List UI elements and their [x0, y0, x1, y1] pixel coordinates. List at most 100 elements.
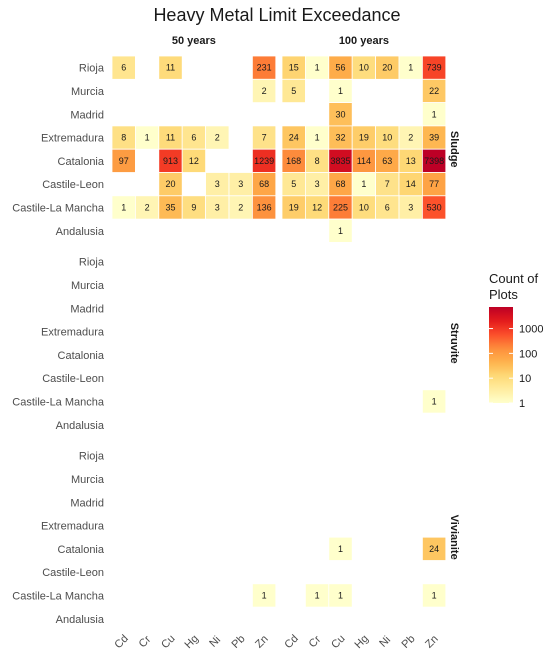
row-strip-label: Sludge	[448, 131, 460, 168]
heatmap-cell	[421, 389, 447, 414]
metal-tick-label: Ni	[377, 634, 393, 650]
cell-value-label: 3835	[330, 156, 350, 166]
metal-tick-label: Pb	[230, 633, 248, 651]
metal-tick-label: Cu	[329, 633, 347, 651]
cell-value-label: 22	[429, 86, 439, 96]
cell-value-label: 7	[385, 179, 390, 189]
heatmap-cell	[421, 583, 447, 608]
cell-value-label: 136	[257, 202, 272, 212]
heatmap-cell	[111, 55, 136, 80]
cell-value-label: 3	[315, 179, 320, 189]
cell-value-label: 6	[121, 63, 126, 73]
heatmap-cell	[421, 536, 447, 561]
cell-value-label: 24	[289, 133, 299, 143]
cell-value-label: 32	[335, 133, 345, 143]
heatmap-cell	[205, 125, 230, 150]
region-tick-label: Catalonia	[58, 350, 105, 362]
region-tick-label: Castile-La Mancha	[12, 396, 105, 408]
heatmap-cell	[328, 583, 353, 608]
heatmap-cell	[251, 583, 277, 608]
legend-tick-label: 10	[519, 373, 531, 385]
region-tick-label: Castile-Leon	[42, 567, 104, 579]
cell-value-label: 19	[359, 133, 369, 143]
legend-colorbar	[489, 307, 513, 403]
cell-value-label: 1239	[254, 156, 274, 166]
metal-tick-label: Hg	[183, 633, 201, 651]
metal-tick-label: Cd	[282, 633, 300, 651]
metal-tick-label: Zn	[423, 633, 441, 651]
region-tick-label: Rioja	[79, 63, 105, 75]
cell-value-label: 14	[406, 179, 416, 189]
cell-value-label: 7	[262, 133, 267, 143]
heatmap-cell	[251, 78, 277, 104]
cell-value-label: 6	[385, 202, 390, 212]
cell-value-label: 1	[145, 133, 150, 143]
cell-value-label: 1	[315, 63, 320, 73]
cell-value-label: 3	[238, 179, 243, 189]
cell-value-label: 114	[357, 156, 371, 166]
cell-value-label: 2	[215, 133, 220, 143]
cell-value-label: 12	[189, 156, 199, 166]
chart-title: Heavy Metal Limit Exceedance	[153, 5, 400, 25]
cell-value-label: 13	[406, 156, 416, 166]
column-strip-label: 50 years	[172, 35, 216, 47]
region-tick-label: Murcia	[71, 474, 105, 486]
cell-value-label: 2	[408, 133, 413, 143]
facet-layer: 50 years 100 years Sludge Rioja Murcia Madrid…	[12, 35, 460, 651]
region-tick-label: Murcia	[71, 280, 105, 292]
cell-value-label: 20	[382, 63, 392, 73]
heatmap-cell	[111, 148, 136, 173]
region-tick-label: Catalonia	[58, 544, 105, 556]
heatmap-cell	[181, 148, 206, 173]
metal-tick-label: Cr	[307, 633, 324, 650]
cell-value-label: 739	[427, 63, 442, 73]
region-tick-label: Rioja	[79, 257, 105, 269]
heatmap-cell	[328, 218, 353, 243]
cell-value-label: 168	[286, 156, 301, 166]
region-tick-label: Andalusia	[56, 226, 105, 238]
legend-title: Plots	[489, 287, 518, 302]
cell-value-label: 1	[121, 202, 126, 212]
cell-value-label: 20	[165, 179, 175, 189]
cell-value-label: 530	[427, 202, 442, 212]
cell-value-label: 24	[429, 544, 439, 554]
metal-tick-label: Pb	[400, 633, 418, 651]
metal-tick-label: Cr	[137, 633, 154, 650]
region-tick-label: Extremadura	[41, 521, 105, 533]
legend-tick-label: 1000	[519, 324, 543, 336]
cell-value-label: 1	[432, 396, 437, 406]
row-strip-label: Struvite	[448, 323, 460, 364]
region-tick-label: Castile-Leon	[42, 373, 104, 385]
cell-value-label: 913	[163, 156, 178, 166]
cell-value-label: 1	[338, 544, 343, 554]
cell-value-label: 30	[335, 109, 345, 119]
region-tick-label: Murcia	[71, 86, 105, 98]
metal-tick-label: Cu	[159, 633, 177, 651]
cell-value-label: 1	[315, 133, 320, 143]
region-tick-label: Madrid	[70, 303, 104, 315]
cell-value-label: 1	[315, 590, 320, 600]
metal-tick-label: Zn	[253, 633, 271, 651]
cell-value-label: 3	[408, 202, 413, 212]
heatmap-cell	[251, 195, 277, 220]
region-tick-label: Extremadura	[41, 133, 105, 145]
cell-value-label: 2	[145, 202, 150, 212]
cell-value-label: 11	[166, 133, 175, 143]
legend-title: Count of	[489, 271, 539, 286]
region-tick-label: Castile-La Mancha	[12, 590, 105, 602]
cell-value-label: 1	[338, 590, 343, 600]
cell-value-label: 5	[291, 86, 296, 96]
region-tick-label: Catalonia	[58, 156, 105, 168]
cell-value-label: 5	[291, 179, 296, 189]
heatmap-cell	[328, 536, 353, 561]
cell-value-label: 39	[429, 133, 439, 143]
cell-value-label: 56	[335, 63, 345, 73]
cell-value-label: 8	[315, 156, 320, 166]
legend-tick-label: 100	[519, 348, 537, 360]
cell-value-label: 1	[408, 63, 413, 73]
region-tick-label: Andalusia	[56, 420, 105, 432]
cell-value-label: 3	[215, 202, 220, 212]
cell-value-label: 1	[361, 179, 366, 189]
metal-tick-label: Ni	[207, 634, 223, 650]
